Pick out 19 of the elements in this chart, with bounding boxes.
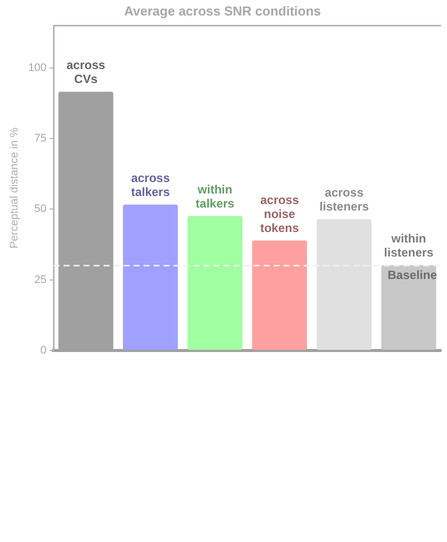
y-tick-label: 100 <box>28 62 47 74</box>
x-tick-label: across talkers <box>131 170 170 199</box>
chart-title: Average across SNR conditions <box>124 3 321 18</box>
x-tick-label: across CVs <box>66 58 106 86</box>
ref-line-label: Baseline <box>388 268 438 282</box>
bar <box>252 240 308 350</box>
y-tick-label: 25 <box>34 274 47 286</box>
y-tick-label: 75 <box>34 132 47 145</box>
bar <box>122 204 178 350</box>
y-axis-title: Perceptual distance in % <box>8 127 21 249</box>
y-tick-label: 0 <box>40 344 47 356</box>
x-tick-label: across listeners <box>319 185 370 214</box>
bar <box>381 265 436 350</box>
x-tick-label: within listeners <box>384 231 434 260</box>
x-tick-label: across noise tokens <box>260 192 300 235</box>
x-tick-label: within talkers <box>196 182 235 210</box>
bar <box>188 216 242 350</box>
bar <box>316 219 372 350</box>
y-tick-label: 50 <box>34 203 47 216</box>
